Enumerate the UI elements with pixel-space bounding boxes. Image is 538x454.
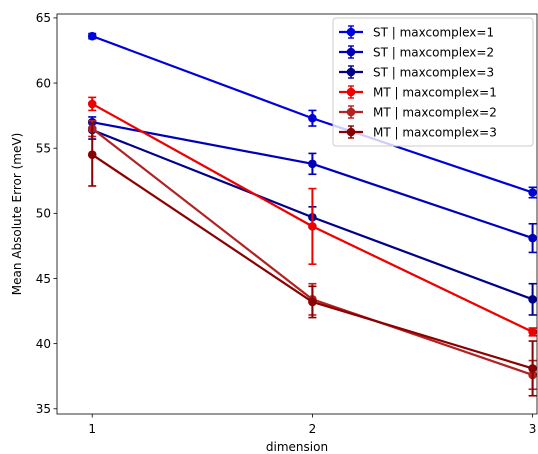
axes-frame xyxy=(56,13,538,415)
legend-label: ST | maxcomplex=2 xyxy=(373,45,494,59)
x-tick-label: 2 xyxy=(309,422,317,436)
data-point xyxy=(308,222,317,231)
x-tick-label: 3 xyxy=(529,422,537,436)
series-4 xyxy=(87,96,537,337)
y-tick-label: 45 xyxy=(36,272,51,286)
data-point xyxy=(87,150,97,160)
data-point xyxy=(528,188,537,197)
legend-label: ST | maxcomplex=3 xyxy=(373,65,494,79)
data-point xyxy=(308,297,317,307)
data-point xyxy=(308,113,317,123)
series-6 xyxy=(87,122,537,397)
y-tick-label: 40 xyxy=(36,337,51,351)
data-point xyxy=(308,159,317,169)
axes: 35 40 45 50 55 60 65 1 2 3 xyxy=(36,11,538,436)
y-axis-title: Mean Absolute Error (meV) xyxy=(10,133,24,295)
legend-label: ST | maxcomplex=1 xyxy=(373,25,494,39)
y-tick-label: 65 xyxy=(36,11,51,25)
series-2 xyxy=(87,116,537,254)
plot-area xyxy=(87,31,537,397)
y-tick-label: 60 xyxy=(36,76,51,90)
data-point xyxy=(87,99,97,109)
data-point xyxy=(87,31,97,41)
x-tick-label: 1 xyxy=(88,422,96,436)
x-axis-title: dimension xyxy=(266,440,328,454)
data-point xyxy=(528,233,537,243)
legend-marker xyxy=(346,87,356,97)
legend-marker xyxy=(346,67,356,77)
legend: ST | maxcomplex=1 ST | maxcomplex=2 ST | m… xyxy=(332,17,534,147)
data-point xyxy=(528,295,537,304)
data-point xyxy=(528,364,537,373)
legend-marker xyxy=(346,27,356,37)
legend-label: MT | maxcomplex=3 xyxy=(373,125,497,139)
y-tick-label: 55 xyxy=(36,142,51,156)
legend-label: MT | maxcomplex=1 xyxy=(373,85,497,99)
legend-entry: ST | maxcomplex=3 xyxy=(339,65,494,79)
legend-entry: ST | maxcomplex=1 xyxy=(339,25,494,39)
legend-entry: MT | maxcomplex=1 xyxy=(339,85,497,99)
legend-marker xyxy=(346,47,356,57)
legend-entry: MT | maxcomplex=2 xyxy=(339,105,497,119)
y-tick-label: 35 xyxy=(36,402,51,416)
legend-box xyxy=(332,17,534,147)
legend-entry: MT | maxcomplex=3 xyxy=(339,125,497,139)
series-1 xyxy=(87,31,537,199)
legend-marker xyxy=(346,107,356,117)
legend-entry: ST | maxcomplex=2 xyxy=(339,45,494,59)
legend-marker xyxy=(346,127,356,137)
y-tick-label: 50 xyxy=(36,207,51,221)
data-point xyxy=(528,327,537,337)
legend-label: MT | maxcomplex=2 xyxy=(373,105,497,119)
